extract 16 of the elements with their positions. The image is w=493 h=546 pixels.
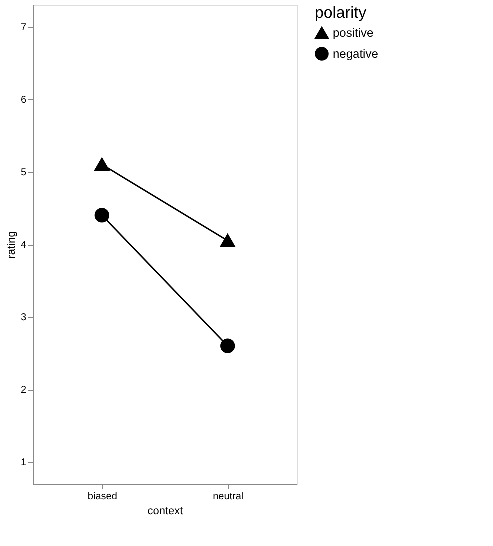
legend-title: polarity (315, 5, 367, 22)
x-axis-title: context (148, 506, 184, 518)
y-axis-title: rating (6, 231, 18, 259)
x-tick-label: neutral (213, 492, 244, 502)
y-tick-label: 7 (20, 22, 27, 34)
x-tick-label: biased (88, 492, 118, 502)
point (94, 208, 110, 223)
y-tick-label: 3 (20, 312, 27, 324)
legend-label: positive (333, 26, 374, 40)
point (220, 338, 236, 354)
y-tick-label: 5 (20, 167, 27, 178)
y-tick-label: 1 (20, 458, 27, 469)
y-tick-label: 4 (20, 240, 27, 251)
legend-label: negative (333, 47, 379, 61)
y-tick-label: 6 (20, 94, 27, 106)
y-tick-label: 2 (20, 385, 27, 396)
